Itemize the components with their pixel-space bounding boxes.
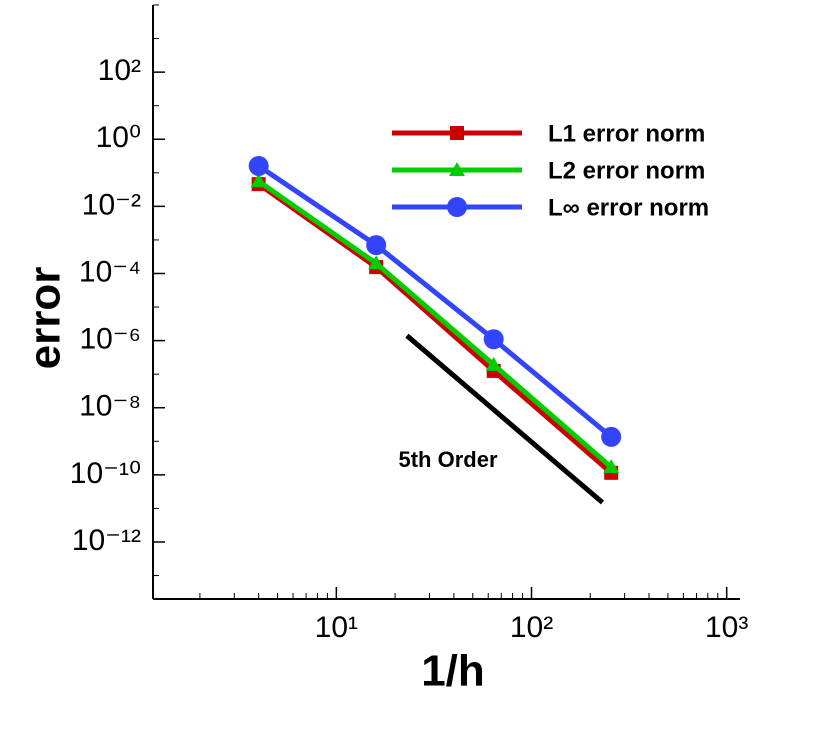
legend-marker: [450, 126, 464, 140]
y-tick-label: 10⁻⁴: [79, 255, 141, 288]
legend-label: L2 error norm: [548, 157, 705, 184]
x-tick-label: 10¹: [315, 611, 358, 644]
x-tick-label: 10³: [705, 611, 748, 644]
marker: [248, 155, 269, 176]
y-tick-label: 10²: [98, 54, 141, 87]
y-tick-label: 10⁻⁸: [79, 390, 141, 423]
x-axis-label: 1/h: [421, 647, 485, 696]
marker: [483, 329, 504, 350]
marker: [368, 255, 385, 270]
y-tick-label: 10⁰: [96, 121, 141, 154]
series-line: [257, 182, 613, 475]
legend-marker: [449, 162, 465, 176]
series-line: [257, 163, 613, 439]
y-tick-label: 10⁻⁶: [79, 323, 141, 356]
x-tick-label: 10²: [510, 611, 553, 644]
marker: [603, 459, 620, 474]
legend-label: L∞ error norm: [548, 194, 709, 221]
marker: [250, 173, 267, 188]
legend-marker: [447, 197, 467, 217]
y-axis-label: error: [21, 267, 70, 370]
y-tick-label: 10⁻¹²: [72, 524, 141, 557]
y-tick-label: 10⁻²: [82, 188, 141, 221]
legend-label: L1 error norm: [548, 120, 705, 147]
marker: [601, 426, 622, 447]
reference-line: [405, 333, 605, 505]
y-tick-label: 10⁻¹⁰: [70, 457, 141, 490]
marker: [485, 356, 502, 371]
marker: [366, 235, 387, 256]
annotation: 5th Order: [398, 447, 497, 472]
series-line: [257, 179, 613, 470]
